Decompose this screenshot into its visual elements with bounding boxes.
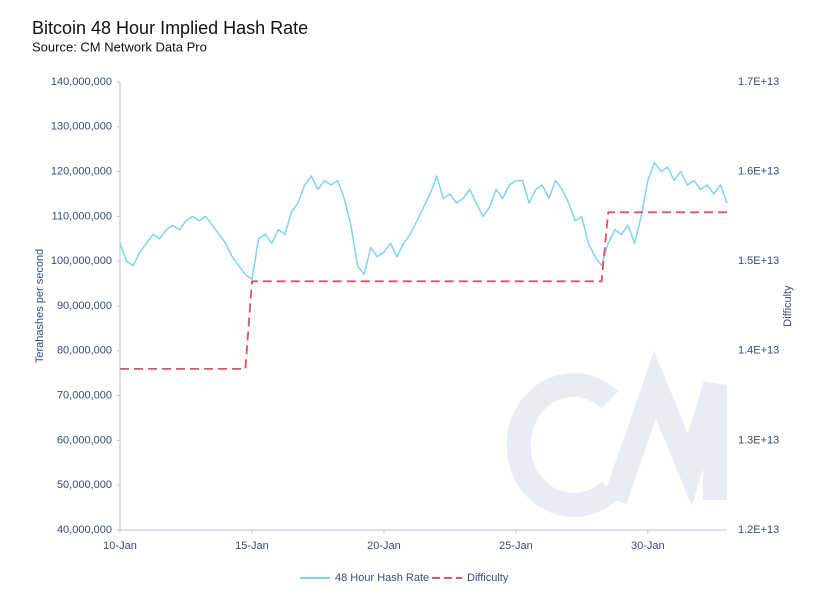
y-tick-label: 80,000,000 <box>57 345 112 357</box>
series-line <box>119 161 728 280</box>
x-tick-label: 15-Jan <box>235 540 269 552</box>
y-tick-label: 90,000,000 <box>57 300 112 312</box>
watermark-m <box>603 351 727 507</box>
x-tick-label: 25-Jan <box>499 540 533 552</box>
y-tick-label: 60,000,000 <box>57 434 112 446</box>
y-tick-label: 140,000,000 <box>51 76 112 88</box>
x-tick-label: 30-Jan <box>631 540 665 552</box>
watermark-c <box>506 373 619 517</box>
y2-tick-label: 1.3E+13 <box>738 434 779 446</box>
y-tick-label: 110,000,000 <box>52 210 112 222</box>
y2-tick-label: 1.4E+13 <box>738 345 779 357</box>
legend-label: Difficulty <box>467 572 509 584</box>
y2-tick-label: 1.6E+13 <box>738 166 779 178</box>
y-tick-label: 120,000,000 <box>51 166 112 178</box>
y2-tick-label: 1.7E+13 <box>738 76 779 88</box>
chart-subtitle: Source: CM Network Data Pro <box>32 39 207 54</box>
series-line <box>120 211 727 370</box>
y-tick-label: 50,000,000 <box>57 479 112 491</box>
x-tick-label: 20-Jan <box>367 540 401 552</box>
legend-label: 48 Hour Hash Rate <box>335 572 429 584</box>
y-tick-label: 100,000,000 <box>51 255 112 267</box>
y-axis-label: Terahashes per second <box>34 249 46 363</box>
y-tick-label: 130,000,000 <box>51 121 112 133</box>
x-tick-label: 10-Jan <box>103 540 137 552</box>
y-tick-label: 70,000,000 <box>57 390 112 402</box>
y2-tick-label: 1.5E+13 <box>738 255 779 267</box>
y2-axis-label: Difficulty <box>782 285 794 327</box>
watermark <box>506 351 727 517</box>
y2-tick-label: 1.2E+13 <box>738 524 779 536</box>
y-tick-label: 40,000,000 <box>57 524 112 536</box>
chart-title: Bitcoin 48 Hour Implied Hash Rate <box>32 18 308 38</box>
